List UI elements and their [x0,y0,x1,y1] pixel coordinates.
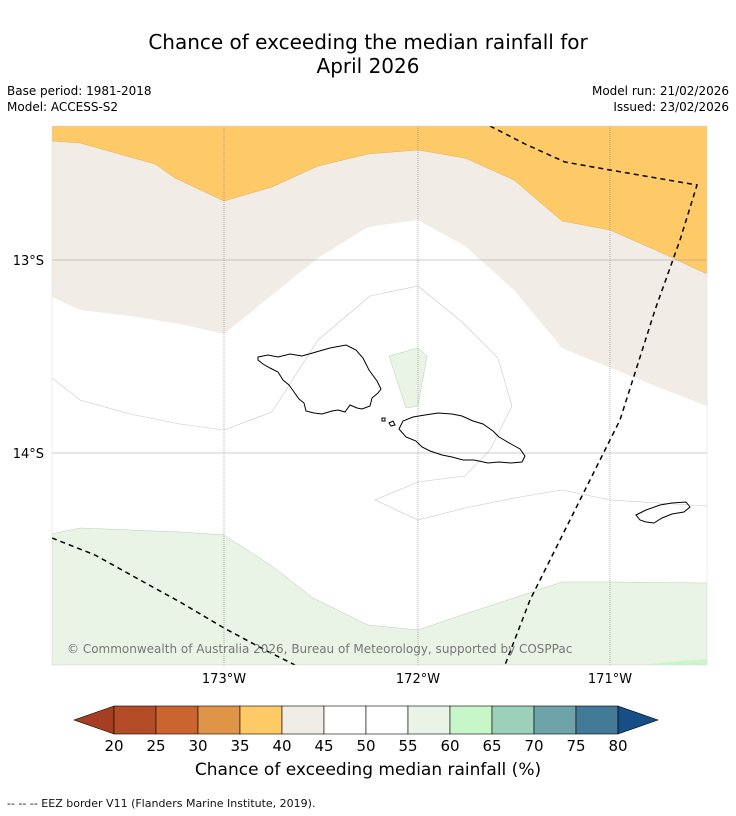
lon-label-173w: 173°W [202,672,246,687]
base-period: Base period: 1981-2018 [7,84,152,98]
lat-label-13s: 13°S [13,254,44,269]
colorbar-tick-label: 70 [524,737,543,755]
colorbar-segment [323,705,367,735]
eez-border-southwest [52,537,296,665]
colorbar-segment [197,705,241,735]
manono-islet [388,420,396,427]
map-frame [51,125,708,666]
meta-right: Model run: 21/02/2026 Issued: 23/02/2026 [592,83,729,115]
title-line-1: Chance of exceeding the median rainfall … [148,30,588,54]
meta-left: Base period: 1981-2018 Model: ACCESS-S2 [7,83,152,115]
colorbar-segment [365,705,409,735]
colorbar-tick-label: 65 [482,737,501,755]
issued-date: Issued: 23/02/2026 [613,100,729,114]
colorbar-tick-label: 45 [314,737,333,755]
model-name: Model: ACCESS-S2 [7,100,119,114]
tutuila-island [635,501,691,524]
contour-line-north [271,285,707,521]
colorbar-tick-label: 20 [104,737,123,755]
eez-border [489,126,698,665]
copyright-notice: © Commonwealth of Australia 2026, Bureau… [67,642,572,656]
region-35-40 [52,126,707,275]
region-55-60-south [52,527,707,665]
colorbar-extend-low [73,705,115,735]
savaii-island [257,344,382,415]
colorbar-segment [407,705,451,735]
colorbar-tick-label: 50 [356,737,375,755]
colorbar-segment [281,705,325,735]
colorbar-tick-label: 30 [188,737,207,755]
colorbar-tick-label: 80 [608,737,627,755]
colorbar-tick-label: 55 [398,737,417,755]
lon-label-171w: 171°W [588,672,632,687]
contour-line-west [52,377,273,431]
region-55-60-patch [388,347,428,409]
colorbar-segment [491,705,535,735]
colorbar-tick-label: 35 [230,737,249,755]
region-60-65 [640,659,707,665]
model-run: Model run: 21/02/2026 [591,84,729,98]
colorbar-extend-high [617,705,659,735]
map-area: © Commonwealth of Australia 2026, Bureau… [52,126,707,665]
map-title: Chance of exceeding the median rainfall … [0,30,736,78]
graticule [52,126,707,665]
lon-label-172w: 172°W [396,672,440,687]
lat-label-14s: 14°S [13,447,44,462]
colorbar-segment [575,705,619,735]
title-line-2: April 2026 [316,54,420,78]
colorbar-segment [239,705,283,735]
colorbar-tick-label: 40 [272,737,291,755]
colorbar: 20 25 30 35 40 45 50 55 60 65 70 75 80 [73,705,659,755]
colorbar-segment [533,705,577,735]
colorbar-label: Chance of exceeding median rainfall (%) [194,760,542,780]
upolu-island [398,412,526,464]
colorbar-tick-label: 60 [440,737,459,755]
colorbar-segment [113,705,157,735]
eez-footnote: -- -- -- EEZ border V11 (Flanders Marine… [7,797,316,810]
colorbar-tick-label: 75 [566,737,585,755]
colorbar-segment [449,705,493,735]
apolima-islet [381,417,386,422]
colorbar-segment [155,705,199,735]
colorbar-tick-label: 25 [146,737,165,755]
